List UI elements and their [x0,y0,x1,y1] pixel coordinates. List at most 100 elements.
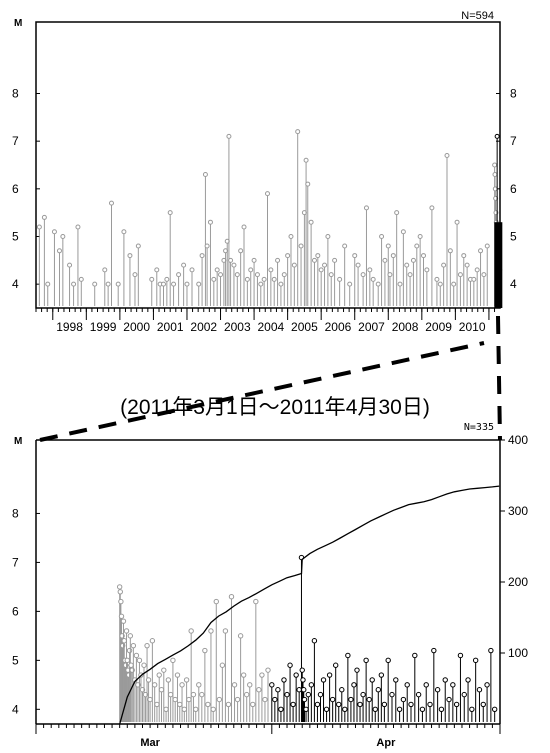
bottom-stem-head [136,657,143,664]
bottom-stem-head [284,691,290,698]
top-stem-head [164,276,170,282]
bottom-stem-head [161,667,167,673]
bottom-stem-head [389,691,395,698]
bottom-count-label: N=335 [464,422,494,433]
top-y-label: M [14,18,22,29]
bottom-stem-head [303,706,309,713]
top-stem-head [199,253,205,259]
zoom-connector-left [39,341,485,442]
bottom-stem-head [124,657,130,664]
top-stem-head [414,243,420,249]
bottom-stem-head [300,677,306,683]
top-stem-head [67,262,73,268]
cumulative-count-line [119,485,500,725]
bottom-stem-head [210,706,216,713]
top-stem-head [121,229,127,235]
top-stem-head [390,253,396,259]
top-stem-head [410,257,416,263]
top-stem-head [41,214,47,220]
bottom-stem-head [438,706,445,713]
bottom-y2-tick-label: 100 [508,646,528,660]
top-chart: M N=594 4 4 5 5 6 6 7 7 8 8 1998 1999 2000 2001 2002 2003… [12,10,517,334]
bottom-stem-head [208,628,214,634]
bottom-stem-head [461,691,467,698]
top-y-tick-right: 8 [510,87,517,101]
top-stem-head [478,248,484,254]
top-stem-head [211,276,217,282]
top-stem-head [218,272,224,278]
top-stem-head [102,267,108,273]
top-stem-head [281,272,287,278]
bottom-stem-head [165,677,172,683]
top-stem-head [308,219,314,225]
bottom-stem-head [127,633,134,639]
bottom-y2-tick-label: 200 [508,575,528,589]
top-stem-head [387,272,393,278]
bottom-stem-head [118,613,125,619]
top-stem-head [397,281,403,287]
bottom-stem-head [116,584,123,590]
bottom-stem-head [147,696,153,703]
bottom-y-tick-left: 6 [12,604,19,618]
top-stem-head [492,162,498,168]
bottom-stem-head [326,672,333,678]
top-stem-head [171,281,177,287]
bottom-stem-head [472,657,479,664]
top-stem-head [231,262,237,268]
top-stem-head [248,267,254,273]
bottom-stem-head [219,662,226,668]
bottom-stem-head [177,701,183,708]
bottom-stem-head [213,598,219,605]
top-stem-head [127,253,133,259]
bottom-stem-head [366,696,372,703]
bottom-stem-head [400,696,407,703]
bottom-stem-head [163,706,169,713]
bottom-stem-head [222,628,229,634]
top-stem-head [363,205,369,211]
bottom-stem-head [354,667,360,673]
top-stem-head [115,281,121,287]
bottom-stem-head [412,652,418,659]
top-y-tick-right: 5 [510,230,517,244]
bottom-stem-head [281,677,287,683]
bottom-stem-head [151,682,158,688]
top-stem-head [60,234,66,239]
top-stem-head [214,267,220,273]
bottom-stem-head [396,706,403,713]
bottom-stem-head [121,638,127,644]
bottom-stem-head [308,682,315,688]
bottom-stem-head [275,687,281,693]
bottom-stem-head [415,691,422,698]
top-stem-head [196,281,202,287]
bottom-stem-head [488,647,494,654]
bottom-stem-head [453,701,460,708]
bottom-stem-head [369,677,375,683]
bottom-stem-head [404,682,410,688]
top-count-label: N=594 [461,10,494,22]
bottom-stem-head [199,691,205,698]
bottom-stem-head [484,682,490,688]
top-x-tick-label: 2003 [224,320,251,334]
bottom-stem-head [126,647,133,654]
bottom-stem-head [130,642,137,649]
top-stem-head [154,267,160,273]
bottom-stem-head [145,677,152,683]
bottom-stem-head [231,682,238,688]
bottom-stem-head [144,642,150,649]
bottom-stem-head [345,652,351,659]
top-stem-head [75,224,81,230]
bottom-stem-head [372,706,378,713]
bottom-stem-head [293,672,299,678]
bottom-stem-head [259,672,265,678]
bottom-stem-head [457,652,464,659]
top-x-tick-label: 2005 [291,320,318,334]
top-stem-head [258,281,264,287]
top-stem-head [228,257,234,263]
date-range-caption: (2011年3月1日～2011年4月30日) [120,396,430,419]
top-stem-head [295,129,301,135]
top-stem-head [132,272,138,278]
bottom-stem-head [269,682,275,688]
top-stem-head [251,257,257,263]
top-stem-head [288,234,294,239]
